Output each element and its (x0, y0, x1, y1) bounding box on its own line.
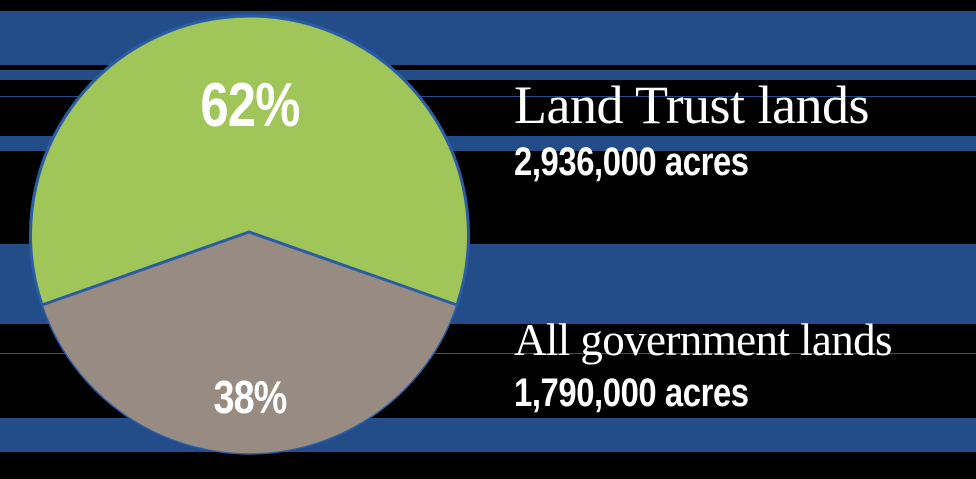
pie-label-government-percent: 38% (213, 371, 287, 423)
legend-value: 1,790,000 acres (514, 371, 749, 415)
background-band (0, 96, 976, 97)
pie-slice-land-trust-lands (29, 14, 470, 307)
pie-slice-government-lands (41, 231, 458, 455)
legend-item-government: All government lands 1,790,000 acres (514, 315, 893, 415)
pie-label-land-trust-percent: 62% (200, 71, 300, 140)
legend-title: All government lands (514, 315, 893, 365)
legend-item-land-trust: Land Trust lands 2,936,000 acres (514, 75, 870, 184)
legend-title: Land Trust lands (514, 75, 870, 135)
background-band (0, 70, 976, 80)
legend-value: 2,936,000 acres (514, 140, 749, 184)
background-band (0, 353, 976, 354)
